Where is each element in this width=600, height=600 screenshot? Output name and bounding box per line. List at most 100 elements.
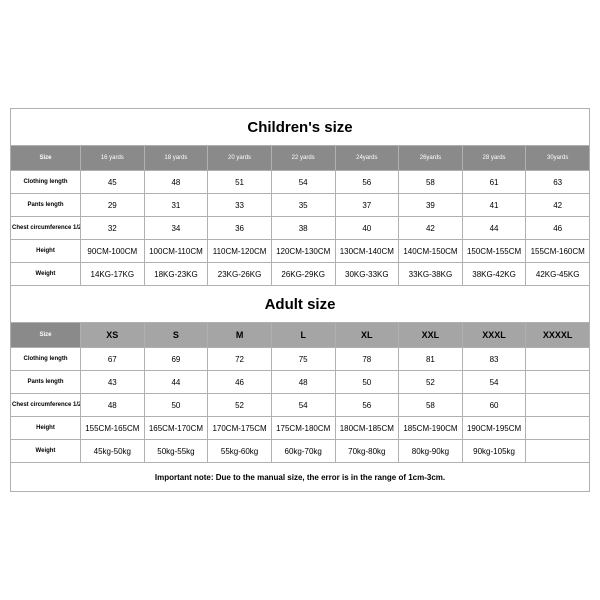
cell: 45kg-50kg <box>81 440 145 463</box>
cell: 165CM-170CM <box>144 417 208 440</box>
adult-title: Adult size <box>11 286 590 323</box>
page: Children's size Size 16 yards 18 yards 2… <box>0 0 600 600</box>
cell: 140CM-150CM <box>399 240 463 263</box>
cell: 29 <box>81 194 145 217</box>
cell: 130CM-140CM <box>335 240 399 263</box>
row-label: Weight <box>11 440 81 463</box>
cell: 23KG-26KG <box>208 263 272 286</box>
children-title-row: Children's size <box>11 109 590 146</box>
cell: 61 <box>462 171 526 194</box>
cell: 90kg-105kg <box>462 440 526 463</box>
cell: 38 <box>271 217 335 240</box>
cell: 155CM-160CM <box>526 240 590 263</box>
cell: 52 <box>399 371 463 394</box>
cell: 170CM-175CM <box>208 417 272 440</box>
cell: 50 <box>144 394 208 417</box>
cell: 60 <box>462 394 526 417</box>
row-label: Chest circumference 1/2 <box>11 217 81 240</box>
table-row: Pants length 29 31 33 35 37 39 41 42 <box>11 194 590 217</box>
cell: 180CM-185CM <box>335 417 399 440</box>
adult-col-1: XS <box>81 323 145 348</box>
cell: 51 <box>208 171 272 194</box>
adult-col-7: XXXL <box>462 323 526 348</box>
cell: 18KG-23KG <box>144 263 208 286</box>
cell: 48 <box>271 371 335 394</box>
cell: 14KG-17KG <box>81 263 145 286</box>
cell <box>526 417 590 440</box>
row-label: Clothing length <box>11 171 81 194</box>
cell: 90CM-100CM <box>81 240 145 263</box>
table-row: Clothing length 67 69 72 75 78 81 83 <box>11 348 590 371</box>
cell: 69 <box>144 348 208 371</box>
cell: 32 <box>81 217 145 240</box>
cell: 34 <box>144 217 208 240</box>
children-col-5: 24yards <box>335 146 399 171</box>
adult-col-3: M <box>208 323 272 348</box>
cell: 42 <box>399 217 463 240</box>
adult-col-6: XXL <box>399 323 463 348</box>
cell <box>526 394 590 417</box>
important-note: Important note: Due to the manual size, … <box>11 463 590 492</box>
cell: 44 <box>462 217 526 240</box>
children-header-row: Size 16 yards 18 yards 20 yards 22 yards… <box>11 146 590 171</box>
cell: 40 <box>335 217 399 240</box>
cell: 81 <box>399 348 463 371</box>
table-row: Weight 14KG-17KG 18KG-23KG 23KG-26KG 26K… <box>11 263 590 286</box>
row-label: Chest circumference 1/2 <box>11 394 81 417</box>
cell: 37 <box>335 194 399 217</box>
cell: 42 <box>526 194 590 217</box>
cell: 45 <box>81 171 145 194</box>
cell: 56 <box>335 171 399 194</box>
cell: 33KG-38KG <box>399 263 463 286</box>
children-col-2: 18 yards <box>144 146 208 171</box>
table-row: Height 155CM-165CM 165CM-170CM 170CM-175… <box>11 417 590 440</box>
children-title: Children's size <box>11 109 590 146</box>
cell: 54 <box>271 394 335 417</box>
cell: 38KG-42KG <box>462 263 526 286</box>
cell: 48 <box>81 394 145 417</box>
row-label: Weight <box>11 263 81 286</box>
cell: 36 <box>208 217 272 240</box>
adult-title-row: Adult size <box>11 286 590 323</box>
cell: 185CM-190CM <box>399 417 463 440</box>
cell: 190CM-195CM <box>462 417 526 440</box>
note-row: Important note: Due to the manual size, … <box>11 463 590 492</box>
cell: 48 <box>144 171 208 194</box>
cell: 75 <box>271 348 335 371</box>
cell: 70kg-80kg <box>335 440 399 463</box>
row-label: Pants length <box>11 194 81 217</box>
cell: 43 <box>81 371 145 394</box>
table-row: Pants length 43 44 46 48 50 52 54 <box>11 371 590 394</box>
cell: 155CM-165CM <box>81 417 145 440</box>
children-col-7: 28 yards <box>462 146 526 171</box>
row-label: Pants length <box>11 371 81 394</box>
cell: 67 <box>81 348 145 371</box>
cell: 52 <box>208 394 272 417</box>
table-row: Chest circumference 1/2 48 50 52 54 56 5… <box>11 394 590 417</box>
table-row: Chest circumference 1/2 32 34 36 38 40 4… <box>11 217 590 240</box>
children-col-6: 26yards <box>399 146 463 171</box>
table-row: Clothing length 45 48 51 54 56 58 61 63 <box>11 171 590 194</box>
cell: 175CM-180CM <box>271 417 335 440</box>
row-label: Height <box>11 240 81 263</box>
cell: 63 <box>526 171 590 194</box>
children-col-3: 20 yards <box>208 146 272 171</box>
cell: 54 <box>462 371 526 394</box>
adult-col-5: XL <box>335 323 399 348</box>
size-chart-table: Children's size Size 16 yards 18 yards 2… <box>10 108 590 492</box>
cell: 110CM-120CM <box>208 240 272 263</box>
cell: 46 <box>208 371 272 394</box>
cell: 50kg-55kg <box>144 440 208 463</box>
cell: 78 <box>335 348 399 371</box>
cell: 41 <box>462 194 526 217</box>
cell: 31 <box>144 194 208 217</box>
cell: 150CM-155CM <box>462 240 526 263</box>
cell: 58 <box>399 171 463 194</box>
children-col-1: 16 yards <box>81 146 145 171</box>
cell: 39 <box>399 194 463 217</box>
row-label: Height <box>11 417 81 440</box>
adult-header-row: Size XS S M L XL XXL XXXL XXXXL <box>11 323 590 348</box>
cell: 55kg-60kg <box>208 440 272 463</box>
table-row: Height 90CM-100CM 100CM-110CM 110CM-120C… <box>11 240 590 263</box>
children-col-0: Size <box>11 146 81 171</box>
